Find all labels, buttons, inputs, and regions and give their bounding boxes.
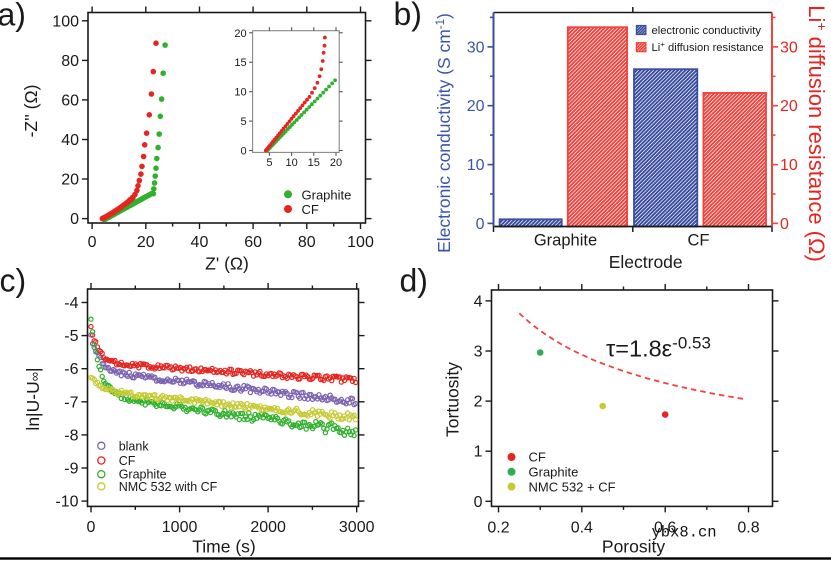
svg-text:blank: blank <box>119 439 150 453</box>
svg-text:Li+ diffusion resistance: Li+ diffusion resistance <box>652 40 764 54</box>
svg-text:2000: 2000 <box>250 519 286 536</box>
svg-text:60: 60 <box>244 234 262 251</box>
svg-text:Graphite: Graphite <box>302 187 352 202</box>
svg-text:Graphite: Graphite <box>529 465 579 480</box>
svg-text:CF: CF <box>302 202 319 217</box>
svg-text:c): c) <box>0 263 26 299</box>
svg-text:40: 40 <box>61 132 79 149</box>
svg-text:-7: -7 <box>64 394 78 411</box>
svg-text:10: 10 <box>285 157 297 169</box>
svg-text:electronic conductivity: electronic conductivity <box>652 25 762 37</box>
svg-text:3: 3 <box>474 344 483 361</box>
svg-text:80: 80 <box>298 234 316 251</box>
svg-text:0: 0 <box>474 494 483 511</box>
svg-text:0.2: 0.2 <box>487 520 509 537</box>
svg-text:b): b) <box>394 0 422 32</box>
svg-text:Electronic conductivity (S cm-: Electronic conductivity (S cm-1) <box>434 13 454 253</box>
svg-text:20: 20 <box>234 28 246 40</box>
svg-text:100: 100 <box>347 234 374 251</box>
svg-text:0: 0 <box>88 234 97 251</box>
svg-text:3000: 3000 <box>339 519 375 536</box>
svg-text:-10: -10 <box>55 494 78 511</box>
svg-text:60: 60 <box>61 92 79 109</box>
svg-text:10: 10 <box>467 157 485 174</box>
svg-text:-5: -5 <box>64 328 78 345</box>
svg-text:Time (s): Time (s) <box>192 537 256 557</box>
svg-text:NMC 532 with CF: NMC 532 with CF <box>119 480 218 494</box>
svg-text:-6: -6 <box>64 361 78 378</box>
svg-text:NMC 532 + CF: NMC 532 + CF <box>529 479 616 494</box>
svg-text:20: 20 <box>780 98 798 115</box>
svg-text:80: 80 <box>61 53 79 70</box>
svg-text:Porosity: Porosity <box>602 537 665 557</box>
svg-text:15: 15 <box>234 57 246 69</box>
svg-text:CF: CF <box>529 450 546 465</box>
svg-text:Electrode: Electrode <box>609 252 683 272</box>
svg-text:30: 30 <box>467 39 485 56</box>
svg-text:20: 20 <box>137 234 155 251</box>
svg-text:0.6: 0.6 <box>654 520 676 537</box>
svg-text:2: 2 <box>474 394 483 411</box>
svg-text:Graphite: Graphite <box>534 232 597 250</box>
svg-text:CF: CF <box>688 232 710 250</box>
svg-text:Li+ diffusion resistance (Ω): Li+ diffusion resistance (Ω) <box>804 5 830 262</box>
svg-text:5: 5 <box>266 157 272 169</box>
svg-text:15: 15 <box>308 157 320 169</box>
svg-text:CF: CF <box>119 454 136 468</box>
svg-text:4: 4 <box>474 293 483 310</box>
svg-text:-Z'' (Ω): -Z'' (Ω) <box>21 85 41 138</box>
svg-text:1000: 1000 <box>162 519 198 536</box>
svg-text:10: 10 <box>780 157 798 174</box>
svg-text:-4: -4 <box>64 295 78 312</box>
svg-text:τ=1.8ε-0.53: τ=1.8ε-0.53 <box>606 334 711 362</box>
svg-text:1: 1 <box>474 444 483 461</box>
svg-text:Z' (Ω): Z' (Ω) <box>205 254 249 274</box>
svg-text:Graphite: Graphite <box>119 468 167 482</box>
svg-text:100: 100 <box>52 13 79 30</box>
svg-text:0: 0 <box>87 519 96 536</box>
svg-text:0: 0 <box>240 146 246 158</box>
svg-text:0.8: 0.8 <box>737 520 759 537</box>
svg-text:ln|U-U∞|: ln|U-U∞| <box>23 367 43 430</box>
svg-text:0: 0 <box>780 216 789 233</box>
svg-text:Tortuosity: Tortuosity <box>443 362 463 437</box>
svg-text:0: 0 <box>70 211 79 228</box>
svg-text:0: 0 <box>476 216 485 233</box>
svg-text:20: 20 <box>330 157 342 169</box>
svg-text:-8: -8 <box>64 427 78 444</box>
svg-text:0.4: 0.4 <box>571 520 593 537</box>
svg-text:ybx8.cn: ybx8.cn <box>652 524 717 542</box>
svg-text:a): a) <box>0 0 26 33</box>
svg-text:10: 10 <box>234 87 246 99</box>
svg-text:30: 30 <box>780 39 798 56</box>
svg-text:40: 40 <box>191 234 209 251</box>
svg-text:5: 5 <box>240 116 246 128</box>
svg-text:20: 20 <box>467 98 485 115</box>
svg-text:20: 20 <box>61 172 79 189</box>
svg-text:-9: -9 <box>64 461 78 478</box>
svg-text:d): d) <box>400 263 428 299</box>
